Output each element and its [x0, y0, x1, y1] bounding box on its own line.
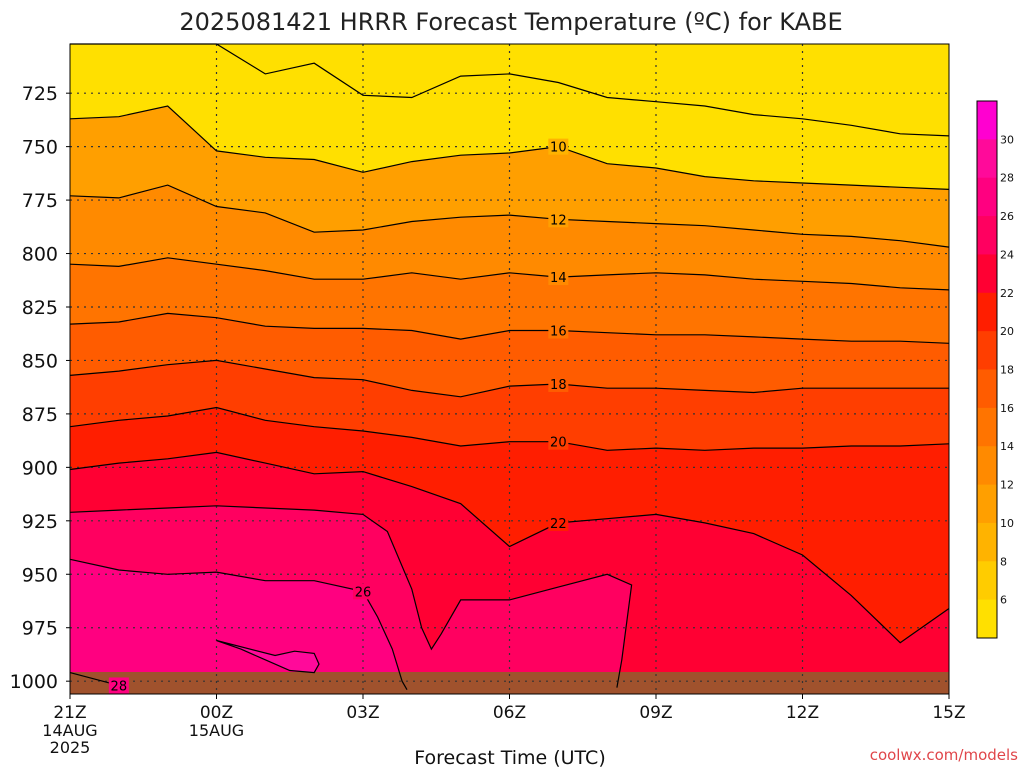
x-tick-sublabel-3-0: 15AUG	[189, 721, 244, 740]
colorbar-tick-18: 18	[1000, 364, 1014, 377]
contour-label-16: 16	[550, 325, 567, 340]
contour-line-16-4	[69, 312, 950, 344]
colorbar-swatch-6	[977, 331, 997, 370]
contour-label-20: 20	[550, 436, 567, 451]
colorbar-swatch-7	[977, 369, 997, 409]
y-tick-label-725: 725	[22, 83, 58, 105]
contour-label-bg-18	[548, 375, 569, 392]
colorbar-tick-8: 8	[1000, 555, 1007, 568]
colorbar-tick-10: 10	[1000, 517, 1014, 530]
y-tick-label-900: 900	[22, 457, 58, 479]
y-tick-label-850: 850	[22, 350, 58, 372]
contour-label-bg-10	[548, 138, 569, 155]
y-tick-label-1000: 1000	[10, 671, 58, 693]
contour-line-10-1	[69, 105, 950, 190]
contour-label-26: 26	[355, 585, 372, 600]
temperature-fill-layer	[70, 44, 949, 694]
colorbar-tick-14: 14	[1000, 440, 1014, 453]
y-tick-label-875: 875	[22, 404, 58, 426]
fill-band-28-11	[216, 640, 319, 673]
colorbar-tick-6: 6	[1000, 594, 1007, 607]
colorbar-swatch-9	[977, 446, 997, 486]
colorbar-tick-12: 12	[1000, 479, 1014, 492]
colorbar: 6 8 10 12 14 16 18 20 22 24 26 28 30	[976, 100, 1014, 639]
contour-line-26-9	[69, 558, 408, 690]
x-tick-sublabel-0-1: 2025	[50, 738, 91, 757]
x-tick-label-3: 00Z	[200, 703, 233, 723]
contour-label-bg-14	[548, 269, 569, 286]
contour-label-22: 22	[550, 517, 567, 532]
colorbar-swatch-8	[977, 407, 997, 447]
contour-line-24-8	[69, 505, 633, 688]
credit-text: coolwx.com/models	[870, 746, 1018, 764]
contour-label-18: 18	[550, 378, 567, 393]
colorbar-swatch-11	[977, 522, 997, 562]
colorbar-frame	[976, 100, 998, 639]
x-tick-label-6: 03Z	[346, 703, 379, 723]
contour-label-bg-26	[353, 583, 373, 600]
y-tick-label-950: 950	[22, 564, 58, 586]
contour-label-bg-16	[548, 322, 569, 339]
x-tick-sublabel-0-0: 14AUG	[42, 721, 97, 740]
contour-line-14-3	[69, 257, 950, 291]
contour-line-20-6	[69, 406, 950, 451]
y-tick-label-925: 925	[22, 511, 58, 533]
colorbar-tick-16: 16	[1000, 402, 1014, 415]
contour-label-10: 10	[550, 141, 567, 156]
x-tick-label-12: 09Z	[639, 703, 672, 723]
colorbar-tick-20: 20	[1000, 325, 1014, 338]
colorbar-swatch-1	[977, 139, 997, 179]
contour-label-12: 12	[550, 213, 567, 228]
colorbar-tick-30: 30	[1000, 133, 1014, 146]
contour-label-bg-12	[548, 211, 569, 228]
contour-label-bg-28	[108, 677, 129, 694]
colorbar-swatch-13	[977, 599, 997, 639]
x-tick-label-18: 15Z	[932, 703, 965, 723]
y-tick-label-800: 800	[22, 244, 58, 266]
contour-label-bg-22	[548, 514, 569, 531]
colorbar-tick-28: 28	[1000, 172, 1014, 185]
y-tick-label-975: 975	[22, 618, 58, 640]
contour-line-28-11	[216, 639, 320, 674]
contour-label-28: 28	[111, 679, 128, 694]
contour-line-18-5	[69, 359, 949, 398]
colorbar-swatch-4	[977, 254, 997, 294]
x-tick-label-0: 21Z	[53, 703, 86, 723]
colorbar-swatch-12	[977, 561, 997, 601]
colorbar-tick-26: 26	[1000, 210, 1014, 223]
contour-label-14: 14	[550, 271, 567, 286]
contour-line-12-2	[69, 184, 950, 248]
y-tick-label-825: 825	[22, 297, 58, 319]
x-tick-label-9: 06Z	[493, 703, 526, 723]
y-tick-label-750: 750	[22, 137, 58, 159]
contour-line-22-7	[69, 451, 950, 644]
colorbar-tick-24: 24	[1000, 248, 1014, 261]
colorbar-swatch-10	[977, 484, 997, 524]
contour-line-4-0	[70, 43, 950, 137]
axes-layer: 725 750 775 800 825 850 875 900 925 950 975 1000 21Z…	[10, 83, 966, 757]
colorbar-swatch-5	[977, 292, 997, 332]
colorbar-swatch-3	[977, 216, 997, 255]
x-tick-label-15: 12Z	[786, 703, 819, 723]
colorbar-swatch-2	[977, 177, 997, 217]
contour-layer: 10 12 14 16 18 20 22 26 28	[69, 43, 950, 694]
chart-title: 2025081421 HRRR Forecast Temperature (ºC…	[179, 8, 842, 36]
colorbar-swatch-0	[977, 101, 997, 140]
x-axis-label: Forecast Time (UTC)	[414, 747, 605, 768]
y-tick-label-775: 775	[22, 190, 58, 212]
colorbar-tick-22: 22	[1000, 287, 1014, 300]
contour-label-bg-20	[548, 433, 569, 450]
fill-band-26-9	[70, 559, 407, 694]
